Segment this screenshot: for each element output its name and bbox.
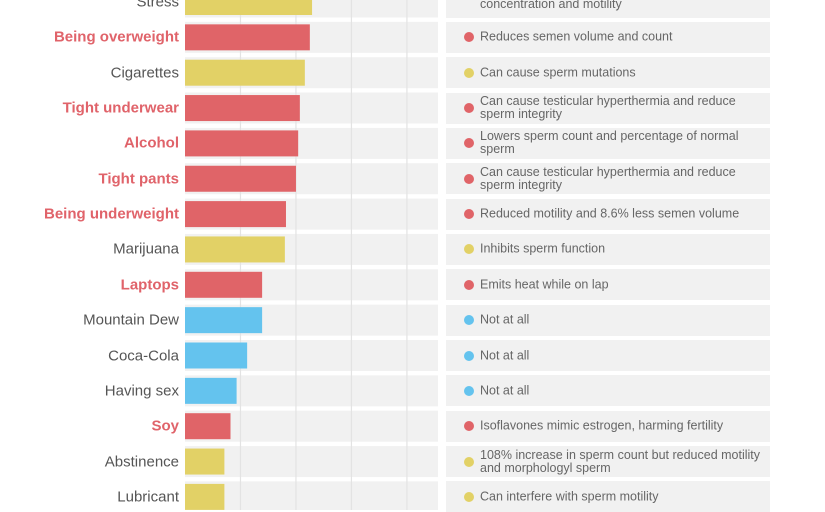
description-row: Isoflavones mimic estrogen, harming fert… xyxy=(446,410,770,442)
category-label: Mountain Dew xyxy=(83,311,179,329)
category-label: Alcohol xyxy=(124,134,179,152)
description-text: Inhibits sperm function xyxy=(480,241,606,256)
bar xyxy=(185,307,263,334)
row-background xyxy=(185,446,438,478)
description-text: concentration and motility xyxy=(480,0,622,11)
description-text: Can interfere with sperm motility xyxy=(480,489,659,504)
description-text: Not at all xyxy=(480,312,530,327)
color-dot-icon xyxy=(464,456,474,467)
description-text: Not at all xyxy=(480,348,530,362)
category-label: Being overweight xyxy=(53,28,179,46)
color-dot-icon xyxy=(464,32,474,43)
bar xyxy=(185,236,285,263)
description-row: Not at all xyxy=(446,340,770,371)
description-text: Emits heat while on lap xyxy=(480,277,609,292)
description-text: Can cause sperm mutations xyxy=(480,65,636,80)
bar xyxy=(185,130,299,157)
description-row: Not at all xyxy=(446,375,770,407)
bar xyxy=(185,413,231,440)
color-dot-icon xyxy=(464,173,474,184)
description-text: Lowers sperm count and percentage of nor… xyxy=(480,129,739,157)
bar xyxy=(185,377,237,404)
category-label: Laptops xyxy=(120,276,179,294)
color-dot-icon xyxy=(464,385,474,396)
category-label: Being underweight xyxy=(44,205,179,223)
bar xyxy=(185,24,310,51)
description-row: Inhibits sperm function xyxy=(446,233,770,265)
color-dot-icon xyxy=(464,491,474,502)
bar xyxy=(185,483,225,510)
color-dot-icon xyxy=(464,138,474,149)
color-dot-icon xyxy=(464,209,474,220)
bar xyxy=(185,59,305,86)
color-dot-icon xyxy=(464,279,474,290)
description-row: Emits heat while on lap xyxy=(446,269,770,301)
color-dot-icon xyxy=(464,421,474,432)
bar xyxy=(185,95,300,122)
description-row: concentration and motility xyxy=(446,0,770,18)
description-text: 108% increase in sperm count but reduced… xyxy=(480,447,761,475)
category-label: Cigarettes xyxy=(110,64,179,82)
description-row: Lowers sperm count and percentage of nor… xyxy=(446,127,770,159)
color-dot-icon xyxy=(464,244,474,255)
category-label: Marijuana xyxy=(113,240,179,258)
bar xyxy=(185,0,313,15)
description-text: Can cause testicular hyperthermia and re… xyxy=(480,164,736,192)
bar xyxy=(185,271,263,298)
description-text: Reduces semen volume and count xyxy=(480,29,673,44)
color-dot-icon xyxy=(464,67,474,78)
category-label: Having sex xyxy=(104,382,179,400)
category-label: Abstinence xyxy=(104,453,179,471)
bar xyxy=(185,448,225,475)
description-row: Not at all xyxy=(446,304,770,336)
bar xyxy=(185,201,286,228)
description-text: Can cause testicular hyperthermia and re… xyxy=(480,94,736,122)
description-row: 108% increase in sperm count but reduced… xyxy=(446,446,770,478)
description-text: Not at all xyxy=(480,383,530,398)
description-row: Can cause testicular hyperthermia and re… xyxy=(446,92,770,124)
description-row: Reduces semen volume and count xyxy=(446,21,770,53)
category-label: Lubricant xyxy=(117,488,179,506)
category-label: Soy xyxy=(151,417,179,435)
description-row: Can cause testicular hyperthermia and re… xyxy=(446,163,770,195)
category-label: Tight underwear xyxy=(62,99,179,117)
bar xyxy=(185,342,248,369)
description-row: Reduced motility and 8.6% less semen vol… xyxy=(446,198,770,230)
color-dot-icon xyxy=(464,103,474,114)
category-label: Tight pants xyxy=(98,170,179,188)
description-text: Reduced motility and 8.6% less semen vol… xyxy=(480,206,740,221)
row-background xyxy=(185,481,438,510)
description-row: Can cause sperm mutations xyxy=(446,57,770,89)
color-dot-icon xyxy=(464,350,474,361)
bar xyxy=(185,165,296,192)
description-text: Isoflavones mimic estrogen, harming fert… xyxy=(480,418,724,433)
color-dot-icon xyxy=(464,315,474,326)
category-label: Stress xyxy=(136,0,179,11)
category-label: Coca-Cola xyxy=(108,347,179,364)
description-row: Can interfere with sperm motility xyxy=(446,481,770,512)
